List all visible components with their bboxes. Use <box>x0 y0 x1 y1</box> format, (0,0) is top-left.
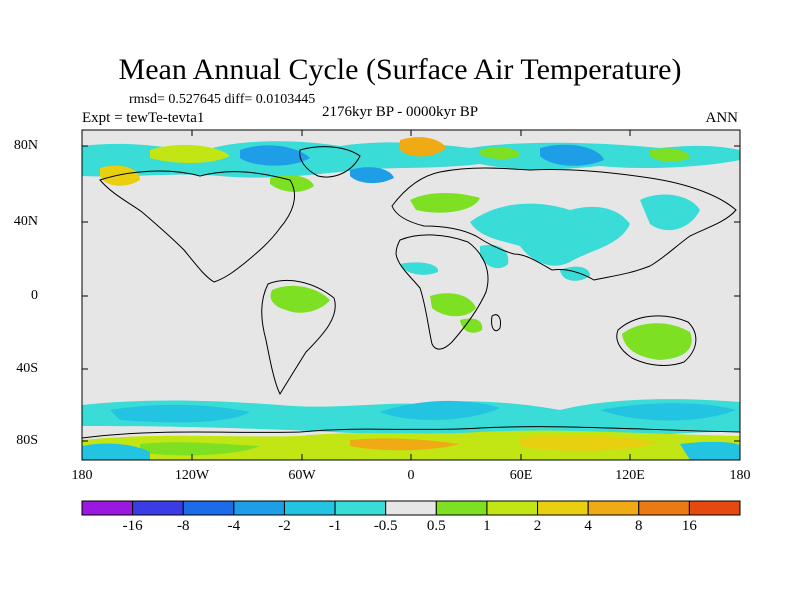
plot-title: Mean Annual Cycle (Surface Air Temperatu… <box>118 53 682 86</box>
antarctica-warm <box>140 442 260 456</box>
experiment-label: Expt = tewTe-tevta1 <box>82 110 205 126</box>
arctic-patch <box>480 147 520 160</box>
lon-label: 0 <box>407 468 415 483</box>
tropical-cool <box>400 262 439 275</box>
colorbar-label: -8 <box>176 518 190 534</box>
arctic-patch <box>540 144 604 166</box>
colorbar-swatch <box>283 500 336 516</box>
australia-coast <box>616 315 697 366</box>
arctic-patch <box>100 165 140 186</box>
southern-ocean-patch <box>110 404 250 423</box>
lat-label: 40N <box>13 214 38 229</box>
colorbar-swatch <box>537 500 589 516</box>
colorbar-swatch <box>435 500 488 516</box>
australia-warm <box>622 323 692 360</box>
antarctica-cool <box>82 443 150 460</box>
colorbar-label: 1 <box>483 518 491 534</box>
colorbar-swatch <box>638 500 690 516</box>
arctic-patch <box>400 137 446 157</box>
africa-warm <box>430 293 476 317</box>
lat-label: 80N <box>13 138 38 153</box>
south-america-coast <box>261 280 336 396</box>
antarctica-warm <box>520 435 660 451</box>
africa-warm <box>460 318 483 333</box>
madagascar-coast <box>491 314 501 332</box>
colorbar-swatch <box>486 500 539 516</box>
lat-label: 0 <box>31 288 38 303</box>
africa-coast <box>395 234 489 350</box>
colorbar-label: 2 <box>533 518 542 534</box>
colorbar-swatch <box>688 500 741 516</box>
lon-label: 120W <box>174 468 210 483</box>
lon-label: 120E <box>615 468 645 483</box>
antarctica-cool <box>680 441 740 460</box>
lon-label: 180 <box>729 468 751 483</box>
season-label: ANN <box>705 110 739 126</box>
antarctica-coast <box>82 426 740 439</box>
anomaly-patches <box>82 137 740 460</box>
lat-label: 40S <box>16 361 38 376</box>
greenland-coast <box>299 146 361 178</box>
lon-label: 60W <box>288 468 316 483</box>
colorbar-swatch <box>233 500 285 516</box>
eurasia-coast <box>391 167 737 281</box>
colorbar-label: 0.5 <box>426 518 446 534</box>
colorbar-label: 4 <box>584 518 592 534</box>
rmsd-diff-stats: rmsd= 0.527645 diff= 0.0103445 <box>129 92 316 107</box>
lon-label: 60E <box>509 468 533 483</box>
southern-ocean-patch <box>380 400 500 420</box>
period-label: 2176kyr BP - 0000kyr BP <box>322 104 479 120</box>
colorbar-label: 16 <box>681 518 697 534</box>
asia-cool <box>470 203 630 266</box>
colorbar-swatch <box>587 500 640 516</box>
colorbar-label: -2 <box>278 518 291 534</box>
colorbar-swatch <box>385 500 437 516</box>
colorbar-label: -4 <box>227 518 241 534</box>
colorbar-swatch <box>334 500 387 516</box>
arctic-patch <box>350 167 394 184</box>
asia-cool <box>640 194 700 231</box>
arctic-patch <box>650 148 690 162</box>
colorbar-swatch <box>182 500 235 516</box>
colorbar-swatch <box>132 500 184 516</box>
europe-warm <box>410 193 480 213</box>
north-america-coast <box>99 170 295 283</box>
colorbar-label: -16 <box>122 518 143 534</box>
colorbar-label: -1 <box>328 518 342 534</box>
arctic-patch <box>240 145 310 166</box>
arabia-cool <box>480 244 509 269</box>
southern-ocean-patch <box>600 403 736 421</box>
colorbar-label: 8 <box>635 518 643 534</box>
lat-label: 80S <box>16 433 38 448</box>
colorbar-swatch <box>81 500 134 516</box>
coastlines <box>82 146 740 439</box>
south-america-warm <box>270 285 330 313</box>
arctic-patch <box>150 144 230 163</box>
colorbar-label: -0.5 <box>373 518 398 534</box>
antarctica-warm <box>350 438 460 451</box>
lon-label: 180 <box>71 468 93 483</box>
axis-ticks <box>82 130 740 460</box>
